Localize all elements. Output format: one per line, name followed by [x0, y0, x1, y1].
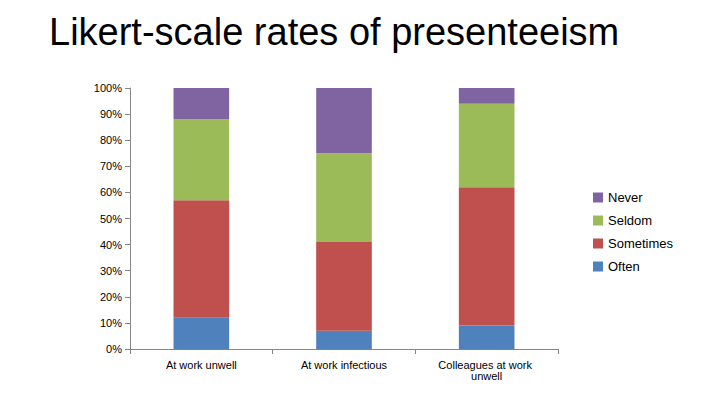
- svg-text:50%: 50%: [100, 213, 122, 225]
- svg-text:10%: 10%: [100, 317, 122, 329]
- svg-text:0%: 0%: [106, 343, 122, 355]
- svg-text:40%: 40%: [100, 239, 122, 251]
- svg-text:20%: 20%: [100, 291, 122, 303]
- svg-text:100%: 100%: [94, 82, 122, 94]
- svg-text:Never: Never: [608, 190, 643, 205]
- svg-text:Often: Often: [608, 259, 640, 274]
- svg-text:At work infectious: At work infectious: [301, 359, 388, 371]
- svg-text:unwell: unwell: [471, 370, 502, 382]
- svg-text:80%: 80%: [100, 134, 122, 146]
- svg-text:Sometimes: Sometimes: [608, 236, 674, 251]
- svg-text:Seldom: Seldom: [608, 213, 652, 228]
- svg-text:30%: 30%: [100, 265, 122, 277]
- svg-text:Likert-scale rates of presente: Likert-scale rates of presenteeism: [49, 11, 619, 53]
- svg-text:70%: 70%: [100, 160, 122, 172]
- svg-text:Colleagues at work: Colleagues at work: [438, 358, 535, 371]
- svg-text:At work unwell: At work unwell: [166, 359, 237, 371]
- svg-text:90%: 90%: [100, 108, 122, 120]
- svg-text:60%: 60%: [100, 186, 122, 198]
